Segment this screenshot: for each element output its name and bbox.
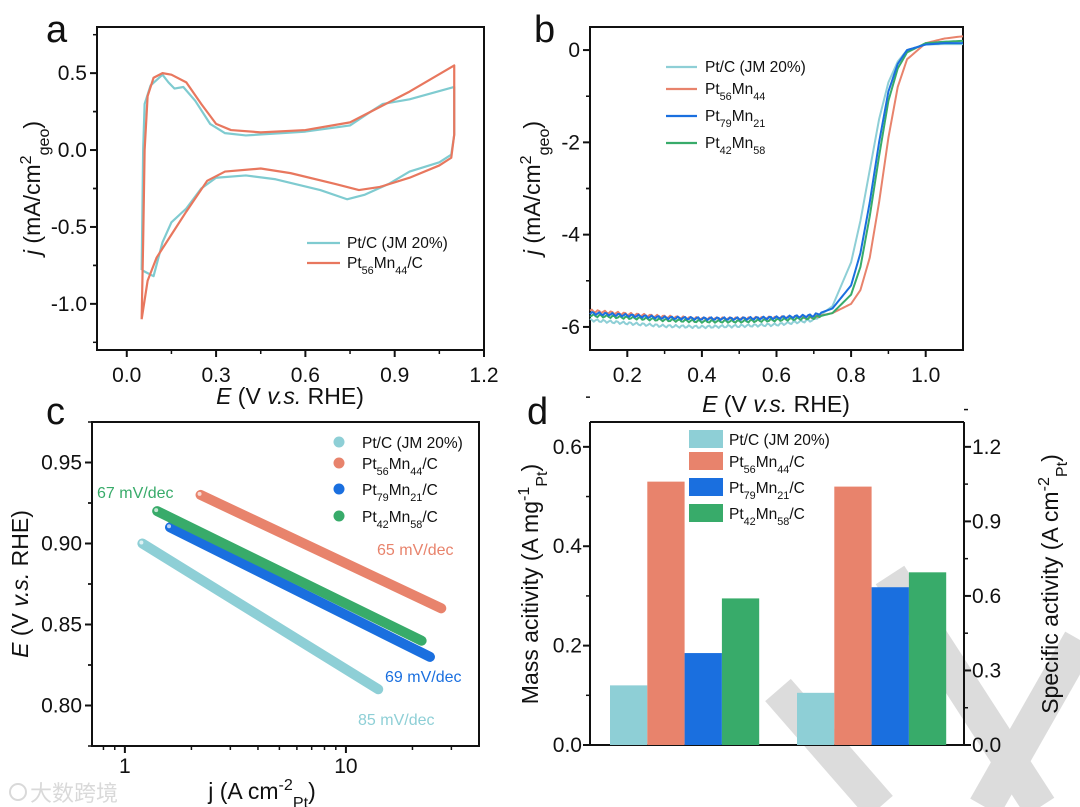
tafel-point-highlight <box>197 491 202 496</box>
panel-label: d <box>527 391 548 433</box>
bar-mass-pt56 <box>647 481 685 745</box>
legend-label-pt56: Pt56Mn44/C <box>362 456 438 478</box>
y-axis-label: j (mA/cm2geo) <box>517 121 553 258</box>
y-tick-label: 0.2 <box>553 635 582 658</box>
legend-marker-pt79 <box>333 483 345 495</box>
x-tick-label: 1.0 <box>911 364 940 387</box>
bar-mass-ptc <box>610 685 648 745</box>
tafel-line-pt56 <box>195 489 447 614</box>
x-axis-label: E (V v.s. RHE) <box>702 391 850 417</box>
legend-label-pt42: Pt42Mn58/C <box>729 506 805 528</box>
y-tick-label: 0.0 <box>58 139 87 162</box>
y-tick-label: 0.5 <box>58 62 87 85</box>
bar-mass-pt79 <box>684 653 722 745</box>
y-tick-label: 0.90 <box>41 533 82 556</box>
y-tick-label: -1.0 <box>51 293 87 316</box>
legend-swatch-ptc <box>689 430 723 448</box>
y-tick-label: 0.4 <box>553 535 583 558</box>
x-axis-label: j (A cm-2Pt) <box>207 776 315 807</box>
lsv-curve-ptc <box>589 43 963 330</box>
y2-axis-label: Specific activity (A cm-2Pt) <box>1035 454 1071 714</box>
lsv-curve-pt42 <box>589 39 964 324</box>
watermark-stroke <box>765 678 893 807</box>
x-tick-label: 0.8 <box>836 364 865 387</box>
legend-label-ptc: Pt/C (JM 20%) <box>705 59 806 76</box>
x-axis-label: E (V v.s. RHE) <box>216 383 364 409</box>
slope-annotation-pt56: 65 mV/dec <box>377 542 453 559</box>
y-tick-label: -4 <box>561 224 580 247</box>
watermark-stroke <box>970 631 1080 807</box>
bar-specific-pt79 <box>871 587 909 745</box>
legend-label-pt56: Pt56Mn44 <box>705 81 765 103</box>
legend-label-ptc: Pt/C (JM 20%) <box>729 432 830 449</box>
x-tick-label: 0.3 <box>201 364 230 387</box>
y-tick-label: 0 <box>568 39 580 62</box>
slope-annotation-pt79: 69 mV/dec <box>385 669 461 686</box>
tafel-line-ptc <box>137 538 384 695</box>
legend-swatch-pt42 <box>689 504 723 522</box>
legend-swatch-pt56 <box>689 452 723 470</box>
y-tick-label: 0.80 <box>41 695 82 718</box>
x-tick-label: 0.6 <box>762 364 791 387</box>
slope-annotation-pt42: 67 mV/dec <box>97 485 173 502</box>
tafel-line-pt42 <box>152 506 427 646</box>
panel-label: b <box>534 9 555 51</box>
panel-label: c <box>46 391 65 433</box>
legend-label-pt79: Pt79Mn21/C <box>729 480 805 502</box>
bar-mass-pt42 <box>721 598 760 745</box>
legend-label-pt56: Pt56Mn44/C <box>729 454 805 476</box>
watermark-logo: 大数跨境 <box>9 781 118 806</box>
panel-a-frame <box>96 26 485 351</box>
lsv-curve-pt56 <box>589 35 964 322</box>
y-tick-label: 0.85 <box>41 614 82 637</box>
x-tick-label: 0.9 <box>380 364 409 387</box>
watermark-logo-icon <box>9 783 27 801</box>
cv-curve-cv_pt56 <box>140 64 456 320</box>
tafel-point-highlight <box>154 508 159 513</box>
y-tick-label: -0.5 <box>51 216 87 239</box>
x-tick-label: 1.2 <box>469 364 498 387</box>
y2-tick-label: 0.9 <box>972 510 1001 533</box>
lsv-curve-pt79 <box>589 42 963 322</box>
bar-specific-ptc <box>797 692 835 745</box>
legend-marker-ptc <box>333 436 345 448</box>
bar-specific-pt56 <box>834 486 872 745</box>
y2-tick-label: 0.3 <box>972 659 1001 682</box>
y2-tick-label: 0.0 <box>972 734 1001 757</box>
legend-marker-pt56 <box>333 457 345 469</box>
x-tick-label: 0.6 <box>291 364 320 387</box>
bar-specific-pt42 <box>908 572 947 745</box>
y2-tick-label: 1.2 <box>972 436 1001 459</box>
y2-tick-label: 0.6 <box>972 585 1001 608</box>
tafel-point-highlight <box>139 540 144 545</box>
y-tick-label: 0.0 <box>553 734 582 757</box>
y-axis-label: E (V v.s. RHE) <box>7 510 33 658</box>
slope-annotation-ptc: 85 mV/dec <box>358 712 434 729</box>
y-tick-label: 0.95 <box>41 452 82 475</box>
legend-label-pt42: Pt42Mn58/C <box>362 509 438 531</box>
legend-label-cv_ptc: Pt/C (JM 20%) <box>347 235 448 252</box>
x-tick-label: 10 <box>334 755 357 778</box>
legend-label-pt42: Pt42Mn58 <box>705 135 765 157</box>
legend-label-pt79: Pt79Mn21 <box>705 108 765 130</box>
x-tick-label: 1 <box>119 755 131 778</box>
y-tick-label: -6 <box>561 316 580 339</box>
x-tick-label: 0.4 <box>687 364 717 387</box>
tafel-point-highlight <box>166 524 171 529</box>
legend-marker-pt42 <box>333 510 345 522</box>
legend-label-ptc: Pt/C (JM 20%) <box>362 435 463 452</box>
y-tick-label: 0.6 <box>553 436 582 459</box>
panel-label: a <box>46 9 68 51</box>
x-tick-label: 0.0 <box>112 364 141 387</box>
legend-swatch-pt79 <box>689 478 723 496</box>
x-tick-label: 0.2 <box>613 364 642 387</box>
legend-label-cv_pt56: Pt56Mn44/C <box>347 255 423 277</box>
legend-label-pt79: Pt79Mn21/C <box>362 482 438 504</box>
tafel-line-pt79 <box>164 522 435 662</box>
y-axis-label: Mass acitivity (A mg-1Pt) <box>515 464 551 704</box>
watermark-text: 大数跨境 <box>30 781 118 806</box>
y-axis-label: j (mA/cm2geo) <box>17 121 53 258</box>
y-tick-label: -2 <box>561 131 580 154</box>
